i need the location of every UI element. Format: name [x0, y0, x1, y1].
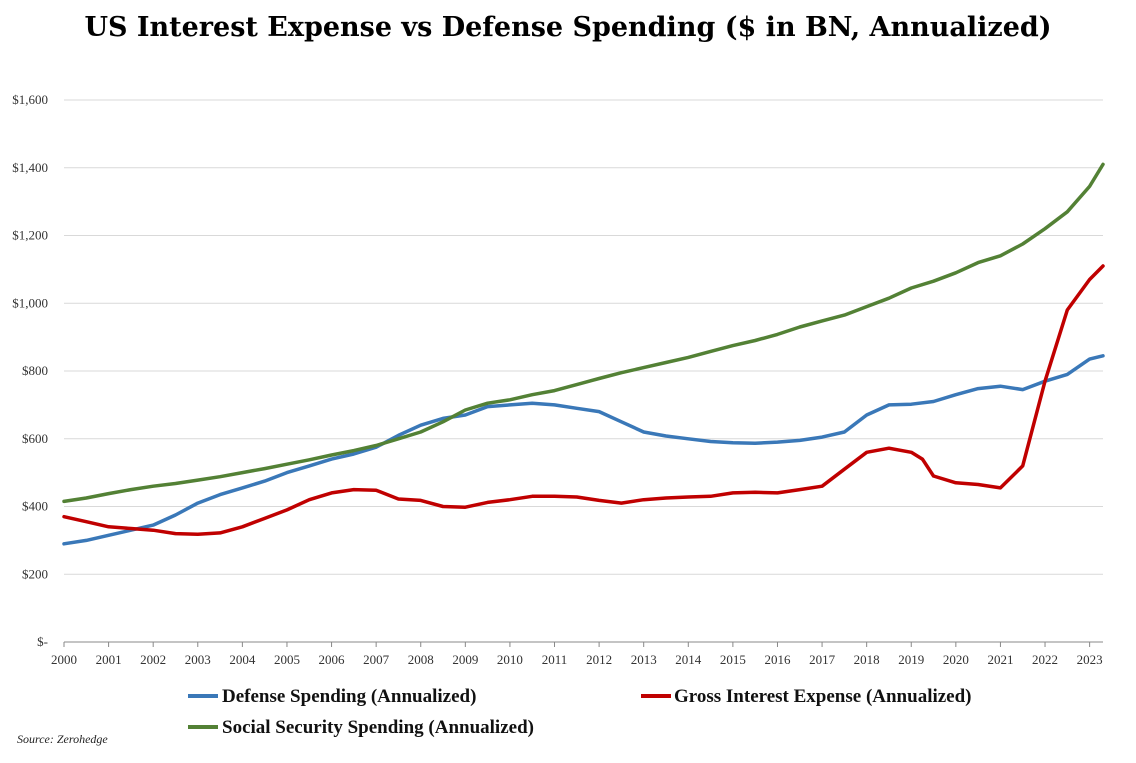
y-tick-label: $1,400: [12, 160, 48, 175]
x-tick-label: 2005: [274, 652, 300, 667]
y-tick-label: $-: [37, 634, 48, 649]
series-social-line: [62, 162, 1105, 504]
y-tick-label: $1,000: [12, 295, 48, 310]
x-tick-label: 2006: [319, 652, 346, 667]
y-axis-ticks: $- $200 $400 $600 $800 $1,000 $1,200 $1,400 $1,6…: [12, 92, 48, 649]
x-tick-label: 2015: [720, 652, 746, 667]
x-tick-label: 2020: [943, 652, 969, 667]
legend-label-social: Social Security Spending (Annualized): [222, 717, 534, 738]
y-tick-label: $400: [22, 499, 48, 514]
series-defense-line: [62, 354, 1105, 546]
x-tick-label: 2008: [408, 652, 434, 667]
x-tick-label: 2012: [586, 652, 612, 667]
x-tick-label: 2016: [764, 652, 791, 667]
chart-title: US Interest Expense vs Defense Spending …: [84, 12, 1051, 43]
x-tick-label: 2018: [854, 652, 880, 667]
legend: Defense Spending (Annualized) Gross Inte…: [188, 686, 972, 738]
x-tick-label: 2019: [898, 652, 924, 667]
legend-label-interest: Gross Interest Expense (Annualized): [674, 686, 972, 707]
gridlines: [64, 99, 1103, 643]
y-tick-label: $1,200: [12, 228, 48, 243]
x-tick-label: 2004: [229, 652, 256, 667]
x-tick-label: 2001: [96, 652, 122, 667]
x-tick-label: 2017: [809, 652, 836, 667]
x-tick-label: 2010: [497, 652, 523, 667]
y-tick-label: $600: [22, 431, 48, 446]
x-tick-label: 2003: [185, 652, 211, 667]
x-tick-label: 2022: [1032, 652, 1058, 667]
x-tick-label: 2021: [987, 652, 1013, 667]
legend-label-defense: Defense Spending (Annualized): [222, 686, 476, 707]
x-tick-label: 2011: [542, 652, 568, 667]
x-tick-label: 2023: [1077, 652, 1103, 667]
x-tick-label: 2007: [363, 652, 390, 667]
x-tick-label: 2013: [631, 652, 657, 667]
source-note: Source: Zerohedge: [17, 732, 108, 746]
x-tick-label: 2002: [140, 652, 166, 667]
y-tick-label: $800: [22, 363, 48, 378]
y-tick-label: $1,600: [12, 92, 48, 107]
x-axis-ticks: 2000 2001 2002 2003 2004 2005 2006 2007 2008 2009…: [51, 642, 1103, 667]
series-lines: [62, 162, 1105, 546]
x-tick-label: 2009: [452, 652, 478, 667]
series-interest-line: [62, 264, 1105, 537]
y-tick-label: $200: [22, 566, 48, 581]
x-tick-label: 2000: [51, 652, 77, 667]
x-tick-label: 2014: [675, 652, 702, 667]
